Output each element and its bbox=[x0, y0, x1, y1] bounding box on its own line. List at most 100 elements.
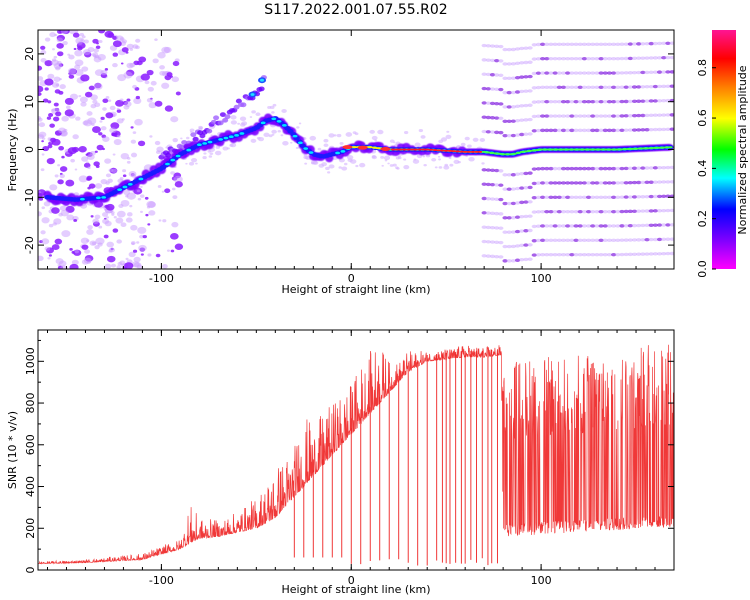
noise-speck bbox=[96, 144, 104, 151]
noise-speck bbox=[448, 156, 452, 159]
harmonic-blob bbox=[540, 166, 546, 171]
x-tick-label: -100 bbox=[149, 574, 174, 587]
noise-speck bbox=[130, 126, 134, 129]
ridge-core bbox=[292, 134, 298, 138]
noise-speck bbox=[116, 109, 122, 113]
noise-speck bbox=[49, 184, 58, 191]
harmonic-blob bbox=[544, 85, 550, 90]
harmonic-blob bbox=[519, 258, 525, 262]
harmonic-blob bbox=[665, 41, 671, 45]
noise-speck bbox=[92, 218, 100, 224]
ridge-peak bbox=[424, 148, 430, 151]
spectrogram-y-label: Frequency (Hz) bbox=[6, 109, 19, 192]
harmonic-blob bbox=[552, 252, 558, 257]
noise-speck bbox=[437, 155, 441, 158]
harmonic-blob bbox=[615, 71, 621, 75]
harmonic-blob bbox=[594, 100, 600, 104]
harmonic-blob bbox=[665, 180, 671, 184]
noise-speck bbox=[75, 116, 81, 121]
harmonic-blob bbox=[544, 114, 550, 118]
noise-speck bbox=[115, 35, 124, 42]
harmonic-blob bbox=[569, 166, 575, 171]
harmonic-blob bbox=[510, 201, 516, 206]
noise-speck bbox=[41, 238, 50, 245]
harmonic-blob bbox=[669, 84, 674, 88]
noise-speck bbox=[107, 178, 113, 183]
harmonic-blob bbox=[494, 101, 500, 106]
harmonic-blob bbox=[502, 173, 508, 177]
noise-speck bbox=[116, 118, 124, 124]
noise-speck bbox=[90, 103, 97, 109]
noise-speck bbox=[116, 134, 121, 138]
harmonic-blob bbox=[552, 85, 558, 90]
ridge-peak bbox=[485, 151, 491, 154]
noise-speck bbox=[52, 48, 55, 51]
ghost-blob bbox=[217, 120, 224, 126]
noise-speck bbox=[383, 155, 391, 161]
noise-speck bbox=[121, 39, 128, 44]
harmonic-blob bbox=[535, 167, 542, 171]
harmonic-blob bbox=[506, 173, 512, 177]
harmonic-blob bbox=[594, 85, 600, 90]
harmonic-blob bbox=[527, 46, 533, 50]
harmonic-blob bbox=[519, 118, 525, 122]
harmonic-blob bbox=[510, 230, 516, 234]
harmonic-blob bbox=[573, 181, 579, 185]
noise-speck bbox=[46, 116, 52, 120]
noise-speck bbox=[41, 206, 45, 210]
harmonic-blob bbox=[556, 195, 562, 199]
noise-speck bbox=[137, 197, 142, 201]
harmonic-blob bbox=[577, 195, 583, 199]
harmonic-blob bbox=[560, 166, 567, 171]
noise-speck bbox=[377, 129, 384, 135]
harmonic-blob bbox=[611, 85, 617, 90]
noise-speck bbox=[87, 166, 91, 170]
harmonic-blob bbox=[602, 100, 608, 104]
noise-speck bbox=[479, 138, 486, 142]
harmonic-blob bbox=[481, 72, 487, 76]
noise-speck bbox=[105, 173, 112, 178]
harmonic-blob bbox=[540, 209, 546, 214]
harmonic-blob bbox=[565, 100, 571, 104]
harmonic-blob bbox=[656, 237, 663, 242]
harmonic-blob bbox=[552, 209, 558, 214]
noise-speck bbox=[230, 115, 237, 120]
ridge-peak bbox=[515, 151, 521, 154]
harmonic-blob bbox=[573, 224, 579, 228]
ridge-peak bbox=[595, 148, 601, 151]
noise-speck bbox=[174, 181, 183, 188]
harmonic-blob bbox=[631, 99, 638, 104]
harmonic-blob bbox=[565, 42, 571, 47]
ridge-peak bbox=[572, 148, 578, 151]
noise-speck bbox=[72, 32, 80, 38]
noise-speck bbox=[111, 133, 116, 137]
noise-speck bbox=[352, 131, 357, 134]
harmonic-blob bbox=[590, 42, 596, 47]
noise-speck bbox=[100, 69, 108, 76]
ridge-peak bbox=[371, 146, 377, 149]
harmonic-blob bbox=[519, 89, 525, 94]
ridge-peak bbox=[493, 152, 498, 155]
harmonic-blob bbox=[631, 209, 638, 213]
noise-speck bbox=[120, 199, 130, 207]
noise-speck bbox=[346, 155, 354, 160]
ridge-peak bbox=[462, 150, 468, 153]
noise-speck bbox=[241, 121, 248, 126]
noise-speck bbox=[208, 155, 213, 158]
harmonic-blob bbox=[598, 166, 604, 171]
ridge-core bbox=[340, 150, 346, 153]
harmonic-blob bbox=[619, 209, 625, 214]
harmonic-blob bbox=[661, 70, 667, 74]
noise-speck bbox=[156, 146, 164, 153]
noise-speck bbox=[86, 161, 89, 164]
ridge-core bbox=[223, 136, 229, 140]
x-tick-label: 100 bbox=[531, 574, 552, 587]
noise-speck bbox=[129, 204, 133, 208]
noise-speck bbox=[130, 152, 138, 158]
noise-speck bbox=[100, 126, 107, 131]
noise-speck bbox=[150, 80, 157, 86]
ridge-peak bbox=[357, 145, 368, 150]
ghost-blob bbox=[224, 114, 231, 120]
harmonic-blob bbox=[661, 84, 667, 89]
harmonic-blob bbox=[585, 71, 592, 75]
